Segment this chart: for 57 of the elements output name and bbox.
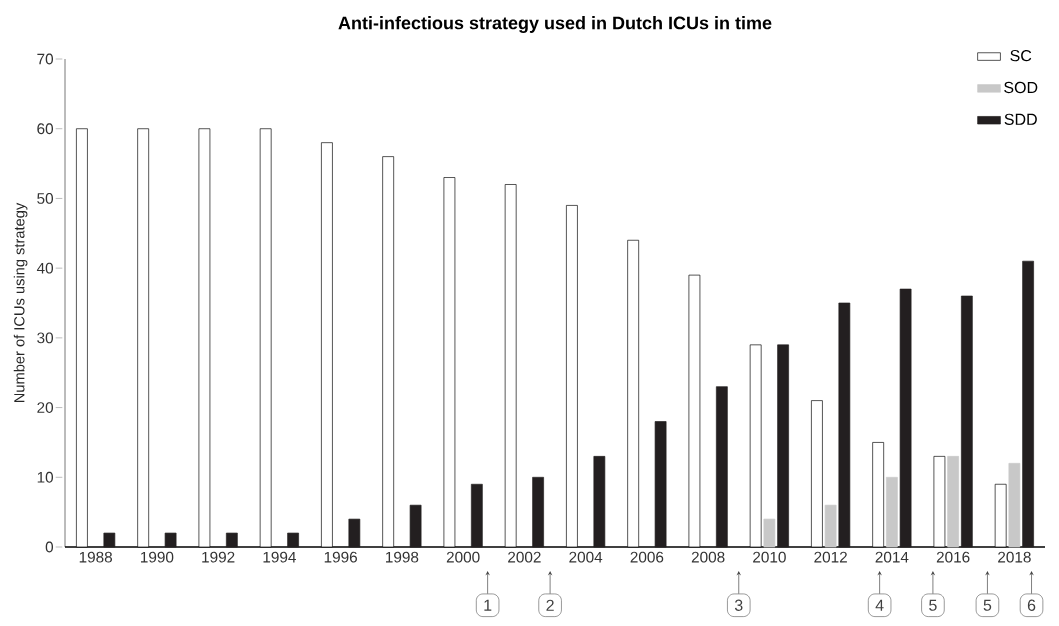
legend-label: SDD (1004, 113, 1037, 125)
bar (899, 288, 912, 548)
y-tick-label: 70 (37, 53, 54, 65)
bar (763, 518, 776, 548)
y-tick-label: 40 (36, 262, 54, 274)
bar (961, 295, 973, 548)
text: 4 (875, 599, 884, 611)
bar (838, 302, 851, 548)
x-tick-label: 2014 (875, 551, 909, 563)
x-tick-label: 2000 (446, 551, 480, 563)
text: 2 (546, 599, 554, 611)
x-tick-label: 1992 (202, 551, 235, 563)
bar (824, 504, 837, 548)
bar (103, 532, 116, 548)
text: 1 (484, 599, 492, 611)
bar (164, 532, 177, 548)
x-tick-label: 1994 (263, 551, 296, 563)
x-tick-label: 2004 (569, 551, 603, 563)
x-tick-label: 2016 (936, 551, 970, 563)
bar (777, 344, 789, 548)
y-axis-title: Number of ICUs using strategy (13, 202, 28, 403)
bar (287, 532, 299, 548)
bar (226, 532, 238, 548)
x-tick-label: 2006 (630, 551, 664, 563)
legend-label: SC (1010, 49, 1032, 62)
y-tick-label: 60 (37, 123, 54, 135)
y-tick-label: 50 (37, 193, 54, 204)
bar (348, 518, 361, 548)
x-tick-label: 2018 (998, 551, 1031, 563)
y-tick-label: 0 (45, 541, 54, 553)
x-tick-label: 1988 (79, 551, 113, 563)
text: 3 (734, 599, 743, 611)
y-tick-label: 20 (37, 402, 54, 413)
y-tick-label: 30 (37, 332, 54, 344)
bar (532, 476, 544, 548)
x-tick-label: 2010 (753, 551, 786, 563)
x-tick-label: 2008 (691, 551, 725, 563)
x-tick-label: 1990 (141, 551, 174, 563)
bar (947, 456, 959, 548)
bar (886, 476, 898, 548)
bar (716, 386, 728, 548)
x-tick-label: 1996 (324, 551, 357, 563)
text: 6 (1027, 599, 1036, 611)
text: 5 (929, 599, 937, 611)
x-tick-label: 2002 (508, 551, 541, 563)
bar (409, 504, 422, 548)
bar (1008, 463, 1021, 548)
legend-label: SOD (1004, 81, 1038, 94)
text: 5 (983, 599, 992, 611)
bar (654, 421, 667, 548)
chart-title: Anti-infectious strategy used in Dutch ICUs in time (338, 16, 772, 33)
x-tick-label: 1998 (386, 551, 419, 563)
y-tick-label: 10 (37, 471, 54, 483)
x-tick-label: 2012 (814, 551, 847, 563)
bar (471, 483, 483, 548)
bar (593, 456, 606, 548)
bar (1022, 260, 1034, 548)
